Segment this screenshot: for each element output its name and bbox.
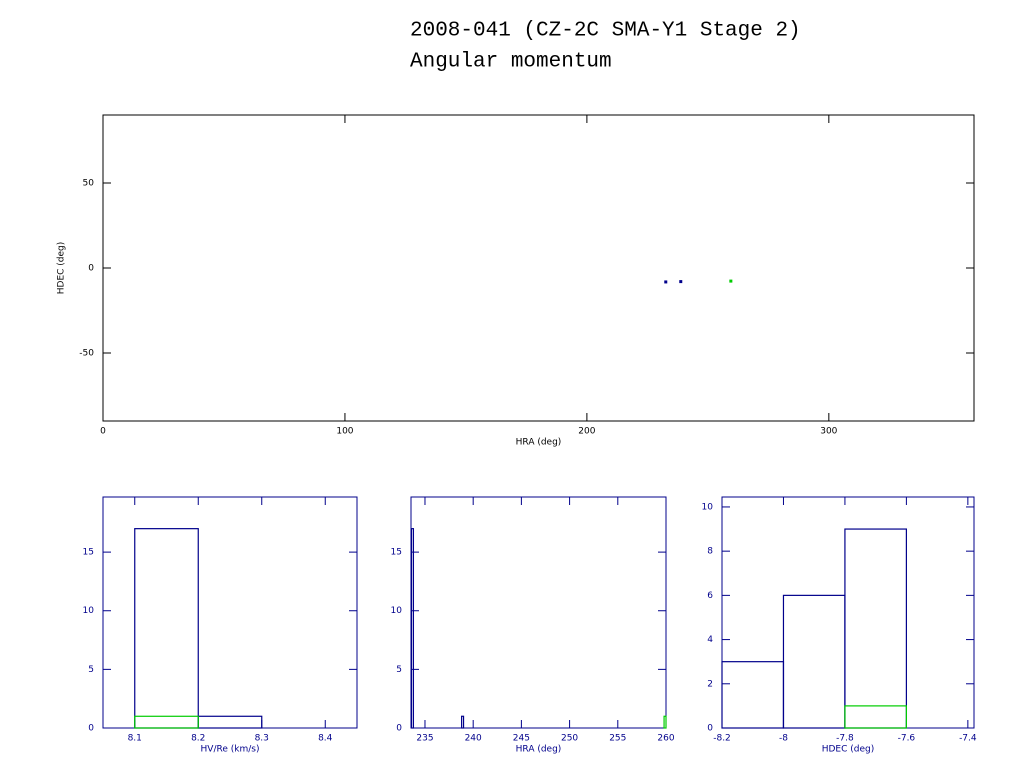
x-tick-label: -7.4: [959, 734, 977, 744]
plot-frame: [721, 496, 975, 729]
y-tick-label: 5: [396, 665, 402, 675]
point: [729, 279, 733, 283]
x-tick-label: 245: [513, 734, 530, 744]
x-tick-label: 8.4: [318, 734, 333, 744]
x-tick-label: 8.3: [255, 734, 269, 744]
histogram-bin: [410, 528, 415, 729]
plot-frame: [102, 496, 358, 729]
point: [664, 280, 668, 284]
plot-frame: [410, 496, 667, 729]
x-tick-label: 235: [416, 734, 433, 744]
x-tick-label: -7.8: [836, 734, 854, 744]
y-tick-label: 6: [707, 591, 713, 601]
x-tick-label: 250: [561, 734, 578, 744]
y-tick-label: 2: [707, 679, 713, 689]
x-tick-label: 8.2: [191, 734, 205, 744]
figure-subtitle: Angular momentum: [410, 51, 612, 74]
figure-title: 2008-041 (CZ-2C SMA-Y1 Stage 2): [410, 20, 801, 43]
x-axis-label: HDEC (deg): [822, 745, 875, 755]
x-tick-label: 8.1: [128, 734, 142, 744]
point: [679, 280, 683, 284]
histogram-bin: [782, 594, 846, 729]
x-axis-label: HRA (deg): [516, 438, 562, 448]
y-tick-label: 0: [707, 724, 713, 734]
y-tick-label: 10: [702, 502, 714, 512]
y-tick-label: -50: [79, 349, 94, 359]
histogram-bin: [721, 661, 785, 729]
histogram-bin: [461, 715, 465, 729]
x-tick-label: -8.2: [713, 734, 731, 744]
y-tick-label: 50: [83, 179, 95, 189]
x-tick-label: -7.6: [898, 734, 916, 744]
histogram-bin: [134, 715, 199, 729]
x-tick-label: 200: [578, 427, 595, 437]
histogram-bin: [844, 528, 907, 729]
x-tick-label: 100: [336, 427, 353, 437]
x-tick-label: 240: [465, 734, 482, 744]
histogram-bin: [663, 715, 667, 729]
y-axis-label: HDEC (deg): [57, 242, 67, 295]
y-tick-label: 5: [88, 665, 94, 675]
y-tick-label: 15: [391, 548, 402, 558]
histogram-bin: [134, 528, 199, 729]
y-tick-label: 15: [83, 548, 94, 558]
y-tick-label: 0: [88, 264, 94, 274]
x-tick-label: 260: [657, 734, 674, 744]
y-tick-label: 8: [707, 547, 713, 557]
histogram-bin: [844, 705, 907, 729]
x-tick-label: -8: [779, 734, 788, 744]
y-tick-label: 0: [396, 724, 402, 734]
x-tick-label: 300: [820, 427, 837, 437]
histogram-bin: [197, 715, 263, 729]
y-tick-label: 0: [88, 724, 94, 734]
x-tick-label: 0: [100, 427, 106, 437]
plot-frame: [102, 114, 975, 422]
y-tick-label: 10: [83, 606, 95, 616]
y-tick-label: 4: [707, 635, 713, 645]
x-axis-label: HRA (deg): [516, 745, 562, 755]
x-axis-label: HV/Re (km/s): [201, 745, 260, 755]
y-tick-label: 10: [391, 606, 403, 616]
x-tick-label: 255: [609, 734, 626, 744]
